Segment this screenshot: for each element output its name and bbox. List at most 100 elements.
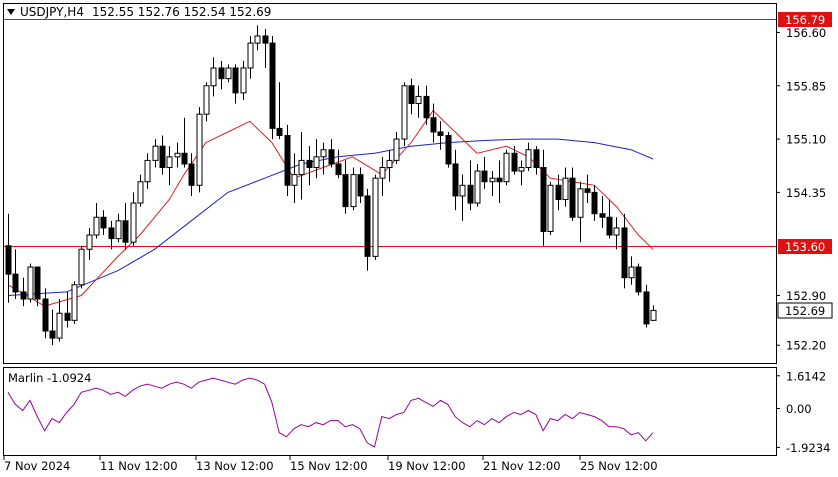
candle (34, 266, 41, 307)
candle (276, 82, 283, 140)
candle (364, 188, 371, 271)
price-tick-label: 154.35 (786, 186, 826, 200)
candle (203, 82, 210, 122)
candle (56, 299, 63, 342)
oscillator-label: Marlin -1.0924 (8, 371, 91, 385)
candle (166, 146, 173, 186)
candle (210, 57, 217, 97)
time-tick-label: 11 Nov 12:00 (100, 459, 178, 473)
candle (525, 142, 532, 172)
candle (42, 288, 49, 339)
candle (130, 192, 137, 246)
candle (393, 131, 400, 164)
time-tick-label: 7 Nov 2024 (4, 459, 70, 473)
candle (423, 85, 430, 125)
candle (459, 174, 466, 221)
candle (218, 60, 225, 90)
candle (621, 213, 628, 289)
candle (225, 64, 232, 83)
candle (606, 199, 613, 239)
price-tick-label: 152.90 (786, 289, 826, 303)
candle (78, 245, 85, 289)
candle (64, 291, 71, 328)
candle (613, 217, 620, 250)
candle (408, 78, 415, 115)
oscillator-panel-frame (3, 367, 777, 456)
oscillator-axis: 1.6142 0.00 -1.9234 (776, 369, 830, 455)
candles (5, 25, 657, 346)
time-tick-label: 13 Nov 12:00 (196, 459, 274, 473)
candle (93, 203, 100, 239)
candle (372, 174, 379, 260)
candle (115, 213, 122, 243)
candle (159, 135, 166, 175)
candle (12, 249, 19, 300)
candle (547, 181, 554, 236)
ohlc-label: 152.55 152.76 152.54 152.69 (92, 5, 271, 19)
candle (533, 146, 540, 175)
candle (196, 107, 203, 193)
candle (518, 160, 525, 186)
candle (188, 153, 195, 196)
candle (562, 167, 569, 207)
candle (137, 174, 144, 207)
candle (5, 213, 12, 303)
level-price-label: 153.60 (785, 240, 825, 254)
price-axis: 156.60 155.85 155.10 154.35 152.90 152.20 (776, 26, 826, 353)
oscillator (7, 377, 654, 448)
candle (511, 146, 518, 175)
candle (122, 203, 129, 250)
time-axis: 7 Nov 2024 11 Nov 12:00 13 Nov 12:00 15 Nov… (3, 456, 658, 473)
candle (320, 142, 327, 175)
candle (445, 131, 452, 168)
candle (262, 28, 269, 68)
candle (152, 139, 159, 168)
candle (298, 131, 305, 200)
candle (503, 149, 510, 186)
candle (569, 167, 576, 221)
candle (496, 160, 503, 204)
candle (584, 174, 591, 204)
candle (254, 25, 261, 51)
candle (643, 284, 650, 328)
current-price-label: 152.69 (785, 304, 825, 318)
candle (313, 139, 320, 179)
moving-averages (7, 109, 654, 307)
candle (401, 82, 408, 147)
candle (452, 149, 459, 211)
candle (350, 167, 357, 211)
candle (232, 64, 239, 104)
candle (174, 142, 181, 168)
candle (335, 149, 342, 179)
level-price-box (778, 12, 832, 27)
candle (474, 163, 481, 207)
candle (635, 263, 642, 296)
candle (108, 220, 115, 250)
price-tick-label: 152.20 (786, 339, 826, 353)
level-lines: 156.79 153.60 (4, 12, 832, 254)
oscillator-tick-label: 0.00 (786, 402, 812, 416)
time-tick-label: 21 Nov 12:00 (483, 459, 561, 473)
candle (591, 185, 598, 221)
candle (247, 35, 254, 79)
time-tick-label: 15 Nov 12:00 (290, 459, 368, 473)
candle (269, 35, 276, 140)
price-tick-label: 156.60 (786, 26, 826, 40)
candle (386, 149, 393, 182)
candle (650, 305, 657, 322)
candle (342, 160, 349, 214)
price-panel-frame (3, 3, 777, 364)
candle (489, 171, 496, 196)
candle (467, 160, 474, 211)
candle (306, 146, 313, 186)
time-tick-label: 19 Nov 12:00 (388, 459, 466, 473)
candle (599, 195, 606, 228)
candle (555, 174, 562, 211)
time-tick-label: 25 Nov 12:00 (580, 459, 658, 473)
level-price-label: 156.79 (785, 13, 825, 27)
candle (430, 103, 437, 143)
collapse-triangle-icon[interactable] (7, 9, 15, 15)
candle (100, 210, 107, 236)
candle (144, 153, 151, 189)
